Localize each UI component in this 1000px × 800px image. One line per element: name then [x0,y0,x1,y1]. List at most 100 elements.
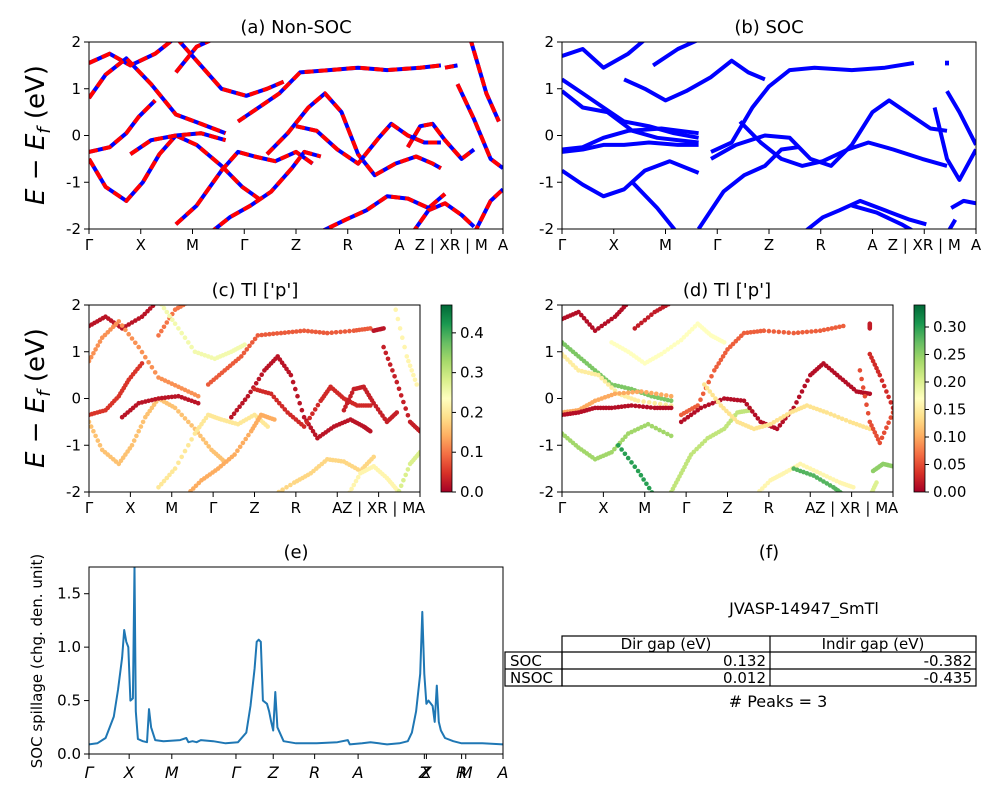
x-tick-label: A [497,763,509,782]
x-tick-label: M [459,763,473,782]
band-point [799,389,805,394]
band-point [659,351,664,357]
band-point [404,354,410,359]
band-point [131,438,137,443]
line-group [89,567,503,746]
band-point [599,323,604,329]
band-point [182,416,188,421]
x-tick-label: Z [267,763,280,782]
band-point [123,327,128,333]
band-point [159,481,164,487]
band-point [709,374,714,379]
band-point [666,305,671,307]
band-line [562,140,699,154]
band-point [638,472,644,478]
panel-d-tl-p: -2 -1 0 1 2 Γ X M Γ Z R A Z | XR | M A 0.00 0.05 0.10 0.1… [539,296,966,517]
band-point [259,332,265,338]
band-point [698,397,703,403]
band-point [668,405,674,411]
y-tick-label: -1 [66,173,81,191]
band-point [142,311,147,317]
band-point [639,389,644,394]
x-tick-label: R [291,499,301,517]
x-tick-label: Z [722,499,732,517]
band-point [255,333,261,338]
band-point [89,424,94,429]
band-point [237,404,242,410]
peaks-note: # Peaks = 3 [729,692,828,711]
band-point [776,329,782,335]
band-point [398,393,404,398]
band-point [353,478,359,484]
y-tick-label: 0 [544,127,554,145]
band-point [140,419,146,425]
band-point [393,307,399,313]
band-point [272,417,277,422]
band-point [156,485,161,490]
x-tick-label: Γ [232,763,242,782]
band-point [271,394,277,400]
title-b: (b) SOC [734,17,803,38]
band-point [338,329,343,335]
band-point [752,494,757,499]
band-point [877,372,883,378]
band-line [562,89,699,145]
band-point [231,411,237,417]
x-tick-label: Γ [240,236,249,254]
band-point [664,393,669,398]
band-point [317,330,322,335]
y-tick-label: -1 [66,436,81,454]
x-tick-label: X [123,763,136,782]
x-tick-label: M [165,763,179,782]
title-c: (c) Tl ['p'] [212,280,299,301]
band-point [89,419,92,425]
band-point [774,418,780,423]
x-tick-label: A [867,236,878,254]
band-point [713,396,718,401]
band-line [321,192,447,229]
band-point [325,330,330,336]
y-tick-label: 1.5 [57,585,81,603]
band-point [139,361,145,366]
x-tick-label: R [764,499,774,517]
band-point [668,433,674,439]
band-point [869,355,874,360]
band-point [654,391,659,397]
band-point [744,402,750,407]
band-point [248,389,253,395]
band-point [259,372,265,378]
ylabel-spillage: SOC spillage (chg. den. unit) [28,554,46,769]
band-point [872,362,878,367]
band-point [206,444,211,449]
band-point [630,390,635,395]
colorbar-tick-label: 0.4 [460,324,484,342]
colorbar-tick-label: 0.2 [460,403,484,421]
band-point [590,325,595,330]
band-point [805,378,810,383]
band-point [164,475,170,481]
band-point [841,323,846,329]
band-point [762,483,768,489]
band-point [870,358,876,364]
band-point [136,344,141,350]
points-group [562,300,893,499]
band-point [179,454,184,460]
band-point [879,378,885,383]
band-point [304,420,310,425]
table-row-label: NSOC [510,669,553,687]
band-point [659,392,664,397]
band-point [632,326,638,331]
x-tick-label: A [415,499,426,517]
band-point [355,474,361,480]
band-point [804,329,810,335]
band-point [839,416,845,422]
band-point [277,357,283,362]
band-line [174,149,314,226]
band-point [669,300,674,305]
band-point [700,391,706,397]
x-tick-label: Γ [209,499,218,517]
band-point [619,447,624,452]
band-point [401,478,406,483]
axes-frame [88,304,421,493]
band-point [119,323,125,328]
